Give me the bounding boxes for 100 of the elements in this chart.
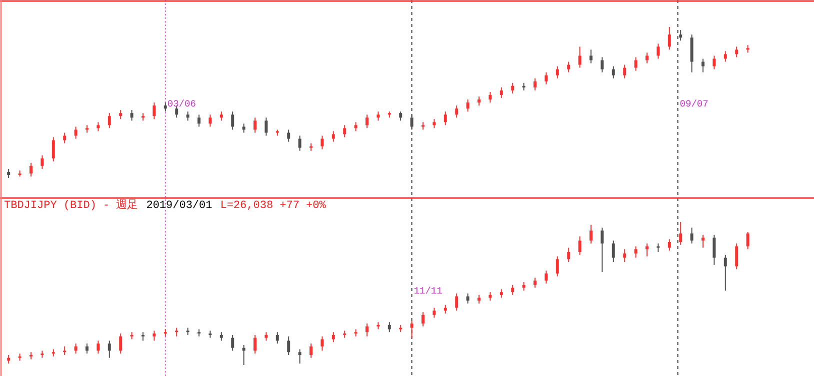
candlestick — [735, 46, 738, 58]
candlestick — [220, 111, 223, 122]
candlestick — [152, 330, 156, 342]
candlestick — [679, 30, 682, 42]
candlestick — [623, 64, 626, 79]
candlestick — [466, 293, 470, 304]
candlestick — [310, 343, 312, 358]
annotation: 09/07 — [680, 98, 708, 110]
candlestick — [544, 72, 548, 85]
candlestick — [231, 111, 234, 130]
candlestick — [287, 336, 290, 356]
candlestick — [366, 114, 368, 129]
candlestick — [746, 232, 750, 250]
candlestick — [556, 66, 559, 79]
candlestick — [376, 111, 380, 122]
candlestick — [735, 242, 738, 270]
candlestick — [320, 135, 324, 150]
candlestick — [600, 56, 604, 73]
candlestick — [74, 343, 78, 354]
candlestick — [366, 323, 368, 337]
candlestick — [702, 234, 704, 248]
candlestick — [52, 136, 55, 162]
candlestick — [242, 123, 246, 134]
candlestick — [724, 254, 727, 292]
candlestick — [254, 117, 256, 134]
candlestick — [130, 110, 134, 122]
candlestick — [175, 105, 178, 118]
candlestick — [298, 348, 302, 364]
candlestick — [712, 55, 716, 70]
annotation: 03/06 — [167, 98, 196, 110]
candlestick — [511, 284, 514, 296]
candlestick — [40, 154, 44, 170]
candlestick — [432, 307, 436, 318]
candlestick — [578, 46, 582, 68]
text: L=26,038 +77 +0% — [220, 200, 326, 212]
candlestick — [254, 334, 256, 354]
candlestick — [544, 270, 548, 284]
candlestick — [466, 98, 470, 112]
candlestick — [478, 96, 480, 106]
candlestick — [119, 110, 122, 120]
candlestick — [287, 129, 290, 142]
candlestick — [63, 132, 66, 144]
candlestick — [164, 102, 167, 112]
candlestick — [108, 112, 111, 129]
annotation: 11/11 — [414, 286, 443, 297]
candlestick — [500, 86, 503, 98]
candlestick — [86, 343, 88, 354]
candlestick — [320, 336, 324, 352]
candlestick — [600, 227, 604, 273]
candlestick — [332, 332, 335, 343]
candlestick — [690, 227, 694, 244]
candlestick — [298, 135, 302, 152]
candlestick — [388, 322, 391, 333]
candlestick — [556, 256, 559, 277]
candlestick — [668, 26, 671, 50]
candlestick — [712, 234, 716, 266]
chart-subtitle: 2019/03/01 — [146, 200, 213, 212]
candlestick — [612, 66, 615, 79]
candlestick — [634, 56, 638, 72]
candlestick — [612, 240, 615, 263]
candlestick — [567, 61, 570, 73]
candlestick — [152, 102, 156, 120]
candlestick — [724, 50, 727, 62]
candlestick — [198, 114, 200, 128]
candlestick — [208, 114, 212, 128]
candlestick — [332, 130, 335, 142]
candlestick — [534, 277, 536, 288]
candlestick — [343, 124, 346, 138]
candlestick — [444, 111, 447, 126]
candlestick — [679, 222, 682, 246]
candlestick — [96, 122, 100, 132]
candlestick — [578, 236, 582, 256]
candlestick — [354, 122, 358, 132]
candlestick — [399, 111, 402, 122]
candlestick — [119, 333, 122, 354]
candlestick — [108, 340, 111, 358]
candlestick — [186, 111, 190, 122]
candlestick — [264, 117, 268, 136]
candlestick — [455, 105, 458, 118]
candlestick — [74, 126, 78, 140]
candlestick — [590, 49, 592, 64]
candlestick — [276, 332, 279, 344]
candlestick — [511, 82, 514, 94]
candlestick — [634, 246, 638, 258]
candlestick — [534, 78, 536, 91]
candlestick — [231, 334, 234, 352]
candlestick — [410, 114, 414, 130]
candlestick — [7, 168, 10, 178]
candlestick — [702, 58, 704, 73]
candlestick — [455, 293, 458, 312]
candlestick — [30, 162, 32, 177]
candlestick — [96, 340, 100, 354]
candlestick — [567, 247, 570, 263]
candlestick — [590, 224, 592, 244]
chart-title: TBDJIJPY (BID) - 週足 — [4, 199, 138, 212]
candlestick — [432, 118, 436, 129]
candlestick — [656, 43, 660, 60]
candlestick — [422, 312, 424, 327]
candlestick — [488, 91, 492, 103]
candlestick — [410, 320, 414, 338]
